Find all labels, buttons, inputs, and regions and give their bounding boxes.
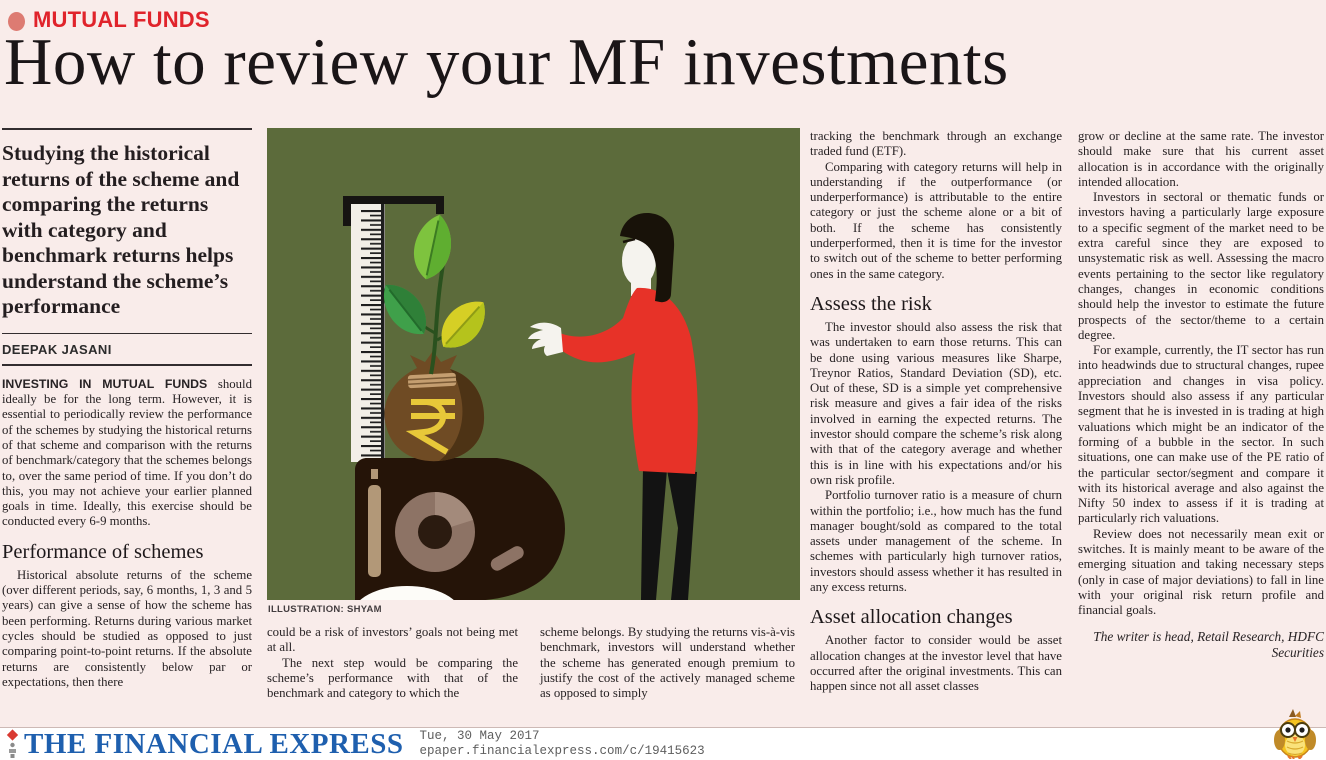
article-paragraph: grow or decline at the same rate. The in… bbox=[1078, 129, 1324, 189]
illustration-caption: ILLUSTRATION: SHYAM bbox=[268, 604, 382, 615]
lead-emphasis: INVESTING IN MUTUAL FUNDS bbox=[2, 376, 208, 391]
column-three: scheme belongs. By studying the returns … bbox=[540, 625, 795, 701]
divider bbox=[2, 364, 252, 366]
byline: DEEPAK JASANI bbox=[2, 342, 112, 357]
article-paragraph: Portfolio turnover ratio is a measure of… bbox=[810, 488, 1062, 595]
measuring-tape-ruler bbox=[343, 196, 444, 462]
footer-meta: Tue, 30 May 2017 epaper.financialexpress… bbox=[420, 729, 705, 759]
article-paragraph: The investor should also assess the risk… bbox=[810, 319, 1062, 487]
standfirst: Studying the historical returns of the s… bbox=[2, 141, 240, 318]
owl-mascot-icon bbox=[1274, 709, 1316, 759]
footer-date: Tue, 30 May 2017 bbox=[419, 729, 540, 743]
footer-brand: THE FINANCIAL EXPRESS bbox=[24, 727, 404, 760]
article-paragraph: tracking the benchmark through an exchan… bbox=[810, 129, 1062, 159]
article-illustration bbox=[267, 128, 800, 600]
column-two: could be a risk of investors’ goals not … bbox=[267, 625, 518, 701]
article-paragraph: scheme belongs. By studying the returns … bbox=[540, 625, 795, 701]
writer-credit: The writer is head, Retail Research, HDF… bbox=[1093, 628, 1324, 661]
section-heading-performance: Performance of schemes bbox=[2, 540, 204, 563]
footer-url: epaper.financialexpress.com/c/19415623 bbox=[419, 744, 705, 758]
article-paragraph: Review does not necessarily mean exit or… bbox=[1078, 526, 1324, 618]
article-paragraph: Another factor to consider would be asse… bbox=[810, 633, 1062, 694]
tape-measure-body bbox=[355, 458, 565, 600]
man-figure bbox=[528, 212, 698, 600]
plant-sapling bbox=[384, 214, 485, 375]
footer-bar: THE FINANCIAL EXPRESS Tue, 30 May 2017 e… bbox=[0, 727, 1326, 760]
article-paragraph: Comparing with category returns will hel… bbox=[810, 159, 1062, 281]
divider bbox=[2, 332, 252, 334]
article-paragraph: could be a risk of investors’ goals not … bbox=[267, 625, 518, 655]
article-paragraph: Historical absolute returns of the schem… bbox=[2, 567, 252, 689]
lead-text: should ideally be for the long term. How… bbox=[2, 376, 252, 529]
column-five: grow or decline at the same rate. The in… bbox=[1078, 129, 1324, 662]
section-heading-risk: Assess the risk bbox=[810, 292, 932, 315]
rupee-symbol-icon bbox=[405, 399, 455, 455]
brand-logo-icon bbox=[6, 729, 19, 758]
section-heading-allocation: Asset allocation changes bbox=[810, 606, 1013, 629]
kicker-bullet-icon bbox=[8, 12, 25, 31]
kicker: MUTUAL FUNDS bbox=[33, 7, 210, 32]
article-paragraph: For example, currently, the IT sector ha… bbox=[1078, 343, 1324, 526]
column-left: Studying the historical returns of the s… bbox=[2, 128, 252, 690]
article-paragraph: Investors in sectoral or thematic funds … bbox=[1078, 190, 1324, 342]
headline: How to review your MF investments bbox=[4, 25, 1009, 99]
article-paragraph: The next step would be comparing the sch… bbox=[267, 655, 518, 701]
divider bbox=[2, 128, 252, 130]
lead-paragraph: INVESTING IN MUTUAL FUNDS should ideally… bbox=[2, 377, 252, 530]
money-bag bbox=[384, 351, 485, 462]
column-four: tracking the benchmark through an exchan… bbox=[810, 129, 1062, 695]
